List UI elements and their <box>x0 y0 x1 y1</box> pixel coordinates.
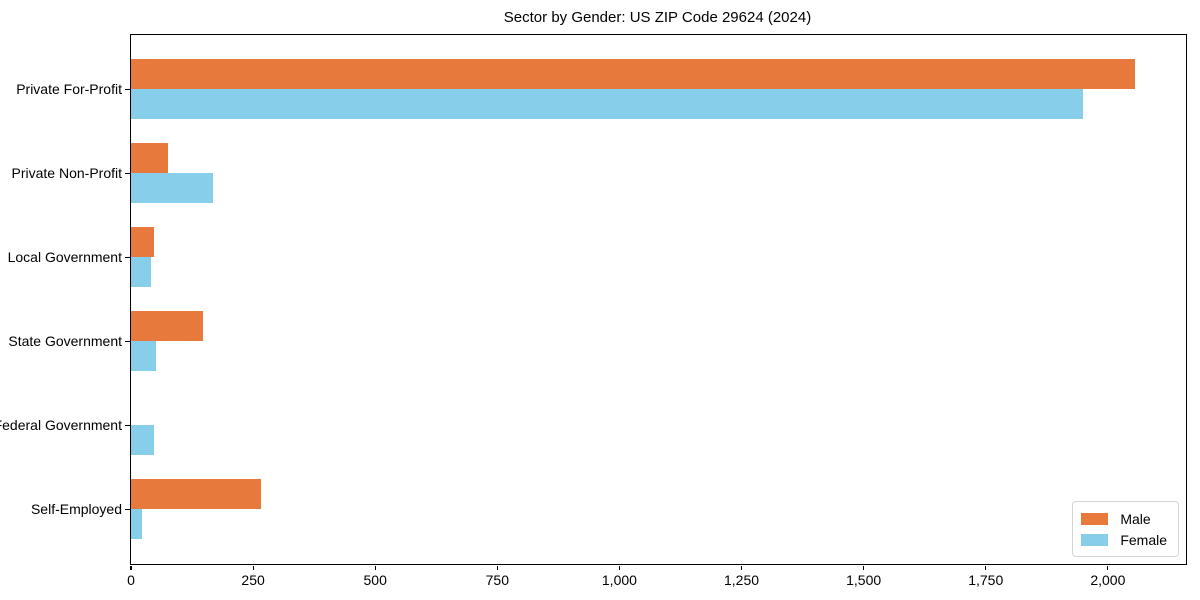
legend-swatch-male <box>1081 512 1109 525</box>
bar-male-local-government <box>131 227 154 257</box>
plot-area: Male Female Private For-Profit Private Non… <box>0 34 1187 588</box>
x-tick-mark <box>130 565 132 570</box>
x-tick-label-1500: 1,500 <box>846 572 882 588</box>
x-tick-label-0: 0 <box>127 572 135 588</box>
y-tick-label-private-non-profit: Private Non-Profit <box>11 165 122 181</box>
x-tick-label-500: 500 <box>363 572 387 588</box>
bar-female-self-employed <box>131 509 142 539</box>
y-tick-mark <box>124 256 130 258</box>
x-tick-mark <box>985 565 987 570</box>
bar-female-state-government <box>131 341 156 371</box>
bar-female-private-non-profit <box>131 173 213 203</box>
bar-female-private-for-profit <box>131 89 1083 119</box>
legend-label-female: Female <box>1120 531 1167 548</box>
y-tick-mark <box>124 508 130 510</box>
y-tick-mark <box>124 340 130 342</box>
bar-male-state-government <box>131 311 203 341</box>
y-tick-label-federal-government: Federal Government <box>0 417 122 433</box>
x-tick-mark <box>618 565 620 570</box>
legend-row-male: Male <box>1081 508 1167 529</box>
x-tick-mark <box>1107 565 1109 570</box>
y-tick-mark <box>124 424 130 426</box>
bar-male-private-non-profit <box>131 143 168 173</box>
y-tick-mark <box>124 88 130 90</box>
x-tick-mark <box>496 565 498 570</box>
legend-label-male: Male <box>1120 510 1151 527</box>
x-tick-label-250: 250 <box>241 572 265 588</box>
y-tick-mark <box>124 172 130 174</box>
x-tick-label-2000: 2,000 <box>1090 572 1126 588</box>
bar-male-private-for-profit <box>131 59 1135 89</box>
x-tick-label-1250: 1,250 <box>724 572 760 588</box>
x-tick-mark <box>740 565 743 570</box>
chart-title: Sector by Gender: US ZIP Code 29624 (202… <box>503 9 812 26</box>
bar-female-federal-government <box>131 425 154 455</box>
y-tick-label-state-government: State Government <box>8 333 122 349</box>
y-tick-label-local-government: Local Government <box>7 249 122 265</box>
x-tick-label-750: 750 <box>485 572 509 588</box>
x-tick-mark <box>252 565 254 570</box>
y-tick-label-private-for-profit: Private For-Profit <box>16 81 122 97</box>
bar-female-local-government <box>131 257 151 287</box>
x-tick-mark <box>863 565 865 570</box>
x-tick-mark <box>374 565 376 570</box>
bar-male-self-employed <box>131 479 261 509</box>
x-tick-label-1750: 1,750 <box>968 572 1004 588</box>
y-tick-label-self-employed: Self-Employed <box>30 501 122 517</box>
legend-swatch-female <box>1081 533 1109 546</box>
x-tick-label-1000: 1,000 <box>601 572 637 588</box>
legend-row-female: Female <box>1081 529 1167 550</box>
legend: Male Female <box>1072 501 1179 557</box>
